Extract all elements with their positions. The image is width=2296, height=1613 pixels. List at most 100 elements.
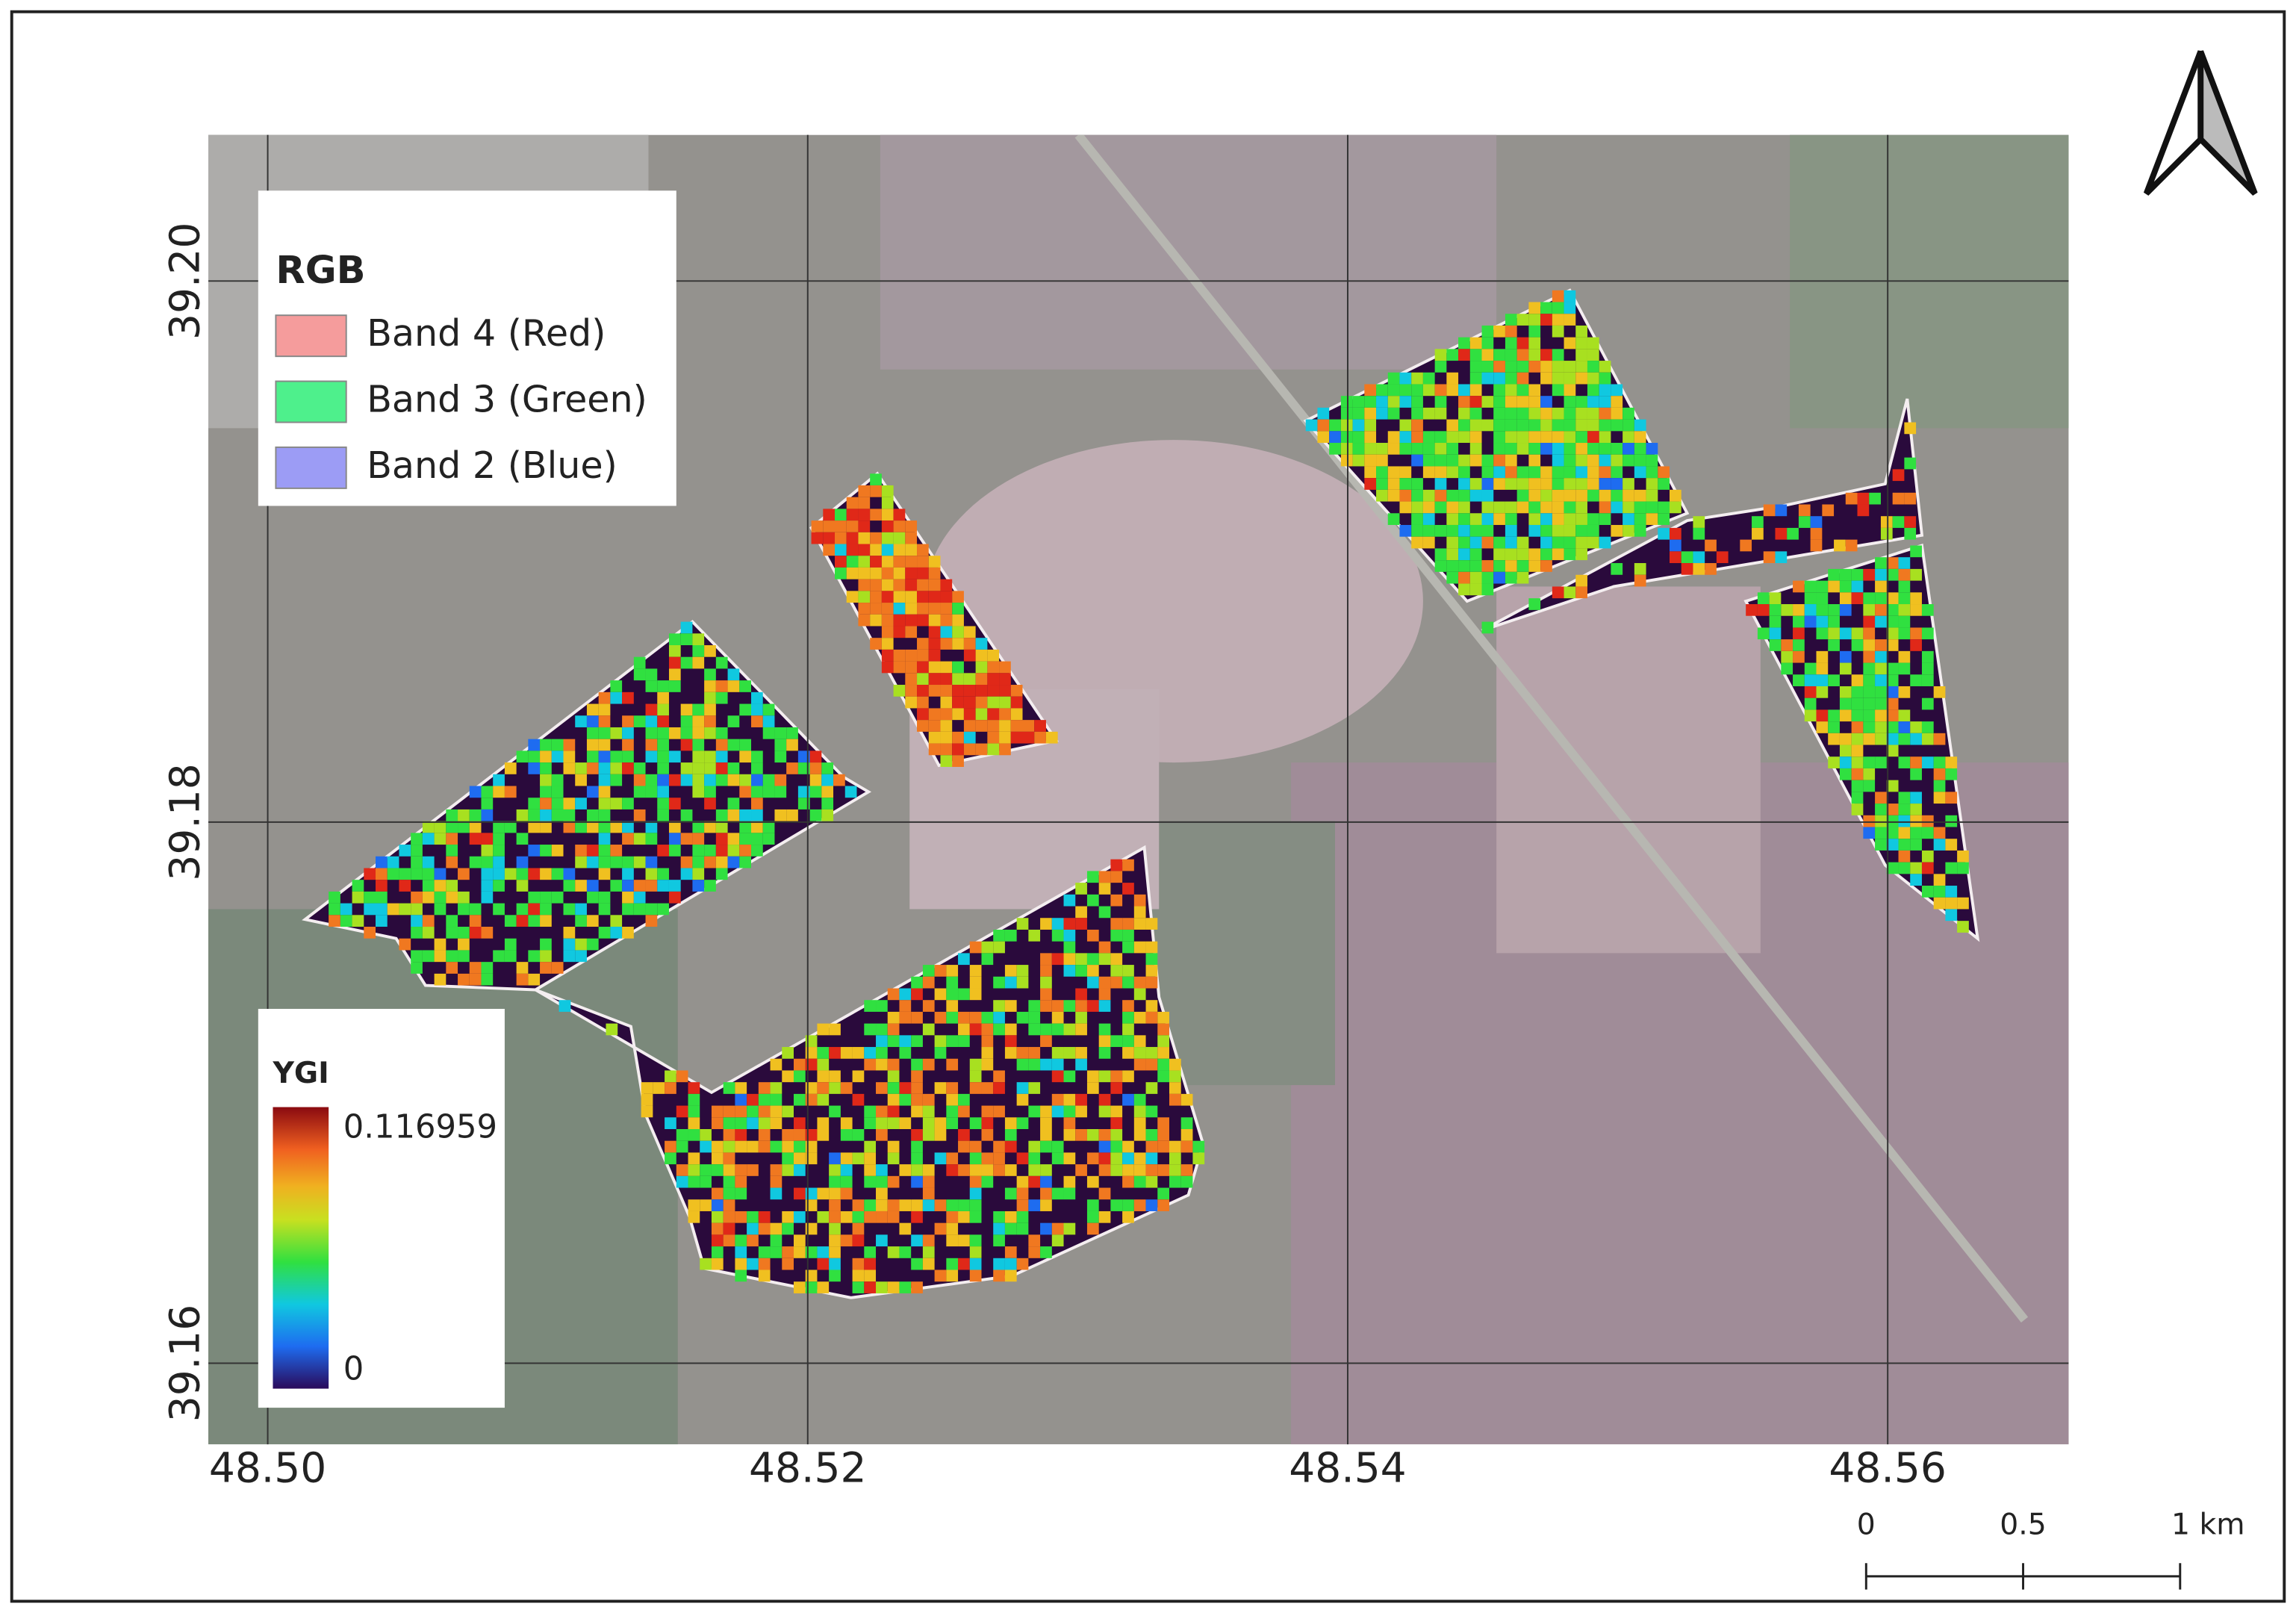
ygi-pixel	[782, 1105, 794, 1118]
ygi-pixel	[1446, 443, 1459, 455]
ygi-pixel	[887, 1105, 900, 1118]
ygi-pixel	[668, 680, 681, 692]
ygi-pixel	[676, 1175, 688, 1188]
ygi-pixel	[747, 1258, 759, 1270]
ygi-pixel	[899, 1047, 912, 1059]
ygi-pixel	[1528, 314, 1541, 326]
ygi-pixel	[446, 915, 458, 927]
ygi-pixel	[680, 856, 693, 868]
ygi-pixel	[1910, 627, 1922, 640]
ygi-pixel	[1599, 466, 1611, 479]
ygi-pixel	[934, 1199, 947, 1211]
ygi-pixel	[1387, 513, 1400, 525]
ygi-pixel	[727, 668, 740, 681]
ygi-pixel	[665, 1117, 676, 1129]
ygi-pixel	[917, 567, 929, 579]
ygi-pixel	[340, 903, 352, 916]
ygi-pixel	[668, 891, 681, 904]
ygi-pixel	[586, 821, 599, 833]
ygi-pixel	[422, 927, 435, 939]
ygi-pixel	[711, 1246, 724, 1258]
ygi-pixel	[641, 1105, 653, 1118]
ygi-pixel	[727, 845, 740, 857]
ygi-pixel	[692, 715, 705, 727]
ygi-pixel	[969, 965, 982, 977]
ygi-pixel	[1528, 443, 1541, 455]
ygi-pixel	[1075, 988, 1087, 1001]
ygi-pixel	[770, 1246, 783, 1258]
ygi-pixel	[1481, 560, 1494, 572]
ygi-pixel	[751, 750, 763, 763]
ygi-pixel	[1086, 1070, 1099, 1083]
ygi-pixel	[1505, 571, 1517, 584]
ygi-pixel	[723, 1117, 735, 1129]
ygi-pixel	[1458, 349, 1470, 361]
ygi-pixel	[758, 1117, 771, 1129]
ygi-pixel	[751, 774, 763, 786]
ygi-pixel	[758, 1269, 771, 1282]
ygi-pixel	[821, 762, 834, 774]
ygi-pixel	[1458, 384, 1470, 397]
ygi-pixel	[1157, 1140, 1169, 1153]
ygi-pixel	[1098, 1105, 1111, 1118]
ygi-pixel	[469, 786, 482, 798]
ygi-pixel	[993, 1023, 1005, 1036]
ygi-pixel	[1422, 466, 1435, 479]
ygi-pixel	[610, 680, 623, 692]
ygi-pixel	[958, 1023, 970, 1036]
ygi-pixel	[881, 520, 894, 532]
ygi-pixel	[1575, 443, 1587, 455]
ygi-pixel	[1863, 733, 1876, 745]
ygi-pixel	[735, 1187, 747, 1200]
ygi-pixel	[469, 927, 482, 939]
ygi-pixel	[940, 685, 953, 697]
ygi-pixel	[434, 880, 447, 892]
ygi-pixel	[1493, 325, 1505, 338]
ygi-pixel	[1564, 419, 1576, 432]
ygi-pixel	[1481, 536, 1494, 549]
ygi-pixel	[981, 1152, 994, 1165]
ygi-pixel	[911, 1035, 923, 1048]
ygi-pixel	[688, 1129, 700, 1141]
ygi-pixel	[922, 1234, 935, 1247]
ygi-pixel	[1599, 513, 1611, 525]
ygi-pixel	[1740, 539, 1752, 552]
ygi-pixel	[516, 833, 529, 845]
ygi-pixel	[1863, 592, 1876, 605]
ygi-pixel	[981, 1035, 994, 1048]
ygi-pixel	[1028, 1000, 1041, 1012]
ygi-pixel	[1469, 384, 1482, 397]
ygi-pixel	[911, 976, 923, 989]
ygi-pixel	[1411, 419, 1423, 432]
ygi-pixel	[1945, 897, 1958, 910]
ygi-pixel	[1757, 627, 1770, 640]
ygi-pixel	[1921, 662, 1934, 675]
ygi-pixel	[1634, 419, 1646, 432]
ygi-pixel	[399, 903, 411, 916]
ygi-pixel	[1110, 894, 1123, 907]
ygi-pixel	[704, 703, 716, 716]
ygi-pixel	[680, 809, 693, 821]
ygi-pixel	[1839, 733, 1852, 745]
ygi-pixel	[1564, 396, 1576, 408]
ygi-pixel	[715, 750, 728, 763]
ygi-pixel	[1886, 733, 1899, 745]
ygi-pixel	[622, 762, 634, 774]
ygi-pixel	[1552, 501, 1564, 514]
ygi-pixel	[887, 1035, 900, 1048]
ygi-pixel	[1886, 745, 1899, 757]
ygi-pixel	[876, 1187, 888, 1200]
ygi-pixel	[1505, 513, 1517, 525]
ygi-pixel	[1446, 548, 1459, 561]
ygi-pixel	[606, 1023, 618, 1036]
ygi-pixel	[751, 691, 763, 704]
ygi-pixel	[1851, 639, 1864, 651]
ygi-pixel	[809, 786, 822, 798]
ygi-pixel	[563, 798, 576, 809]
ygi-pixel	[711, 1152, 724, 1165]
ygi-pixel	[1828, 733, 1840, 745]
ygi-pixel	[1564, 314, 1576, 326]
ygi-pixel	[840, 1164, 853, 1176]
ygi-pixel	[1110, 918, 1123, 930]
ygi-pixel	[751, 809, 763, 821]
